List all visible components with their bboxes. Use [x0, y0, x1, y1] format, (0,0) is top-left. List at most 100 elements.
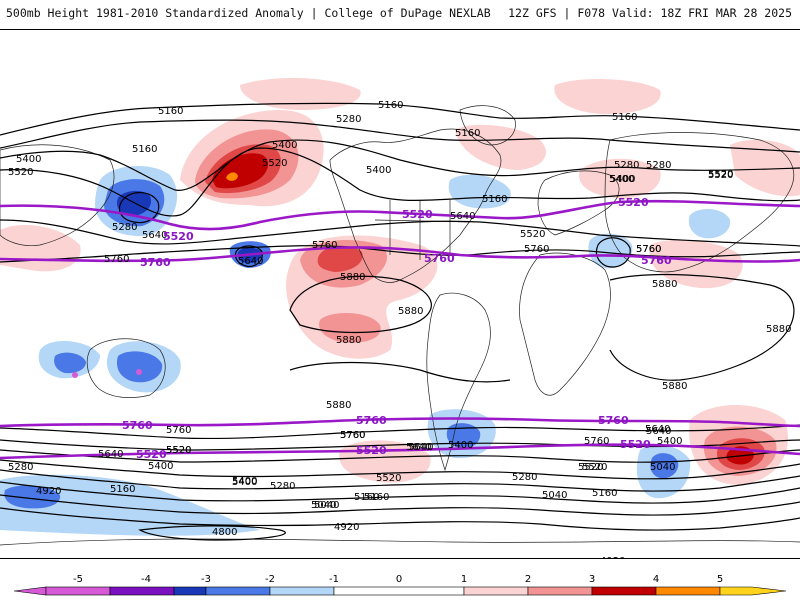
- contour-label: 5400: [609, 174, 634, 185]
- contour-label: 5640: [142, 230, 167, 241]
- contour-4920-south: [0, 507, 800, 531]
- colorbar-swatch-p1: [463, 586, 529, 596]
- contour-label: 5760: [340, 430, 365, 441]
- colorbar-tick: 4: [653, 574, 659, 585]
- thickness-label: 5760: [356, 414, 387, 427]
- contour-label: 5640: [645, 424, 670, 435]
- contour-label: 4800: [212, 527, 237, 538]
- colorbar-swatch-m2b: [205, 586, 271, 596]
- contour-label: 5400: [272, 140, 297, 151]
- contour-label: 5520: [708, 169, 733, 180]
- contour-label: 5160: [592, 488, 617, 499]
- contour-label: 5640: [406, 442, 431, 453]
- contour-label: 5160: [110, 484, 135, 495]
- contour-label: 5280: [512, 472, 537, 483]
- negative-anomaly-antarctic-east-2: [650, 453, 679, 479]
- colorbar-swatch-p4: [655, 586, 721, 596]
- contour-label: 5400: [232, 477, 257, 488]
- contour-5040-south: [0, 494, 800, 516]
- thickness-label: 5760: [140, 256, 171, 269]
- contour-label: 4920: [36, 486, 61, 497]
- contour-label: 5760: [636, 244, 661, 255]
- negative-anomaly-central-asia: [688, 208, 731, 239]
- contour-label: 5880: [766, 324, 791, 335]
- contour-5760-north: [0, 245, 800, 263]
- contour-label: 5520: [582, 462, 607, 473]
- colorbar-tick: -3: [201, 574, 211, 585]
- contour-label: 5040: [311, 500, 336, 511]
- contour-label: 5400: [448, 440, 473, 451]
- contour-5400-north: [0, 139, 800, 191]
- positive-anomaly-north-pacific-core: [226, 172, 238, 181]
- contour-label: 5280: [8, 462, 33, 473]
- positive-anomaly-russia: [554, 78, 661, 115]
- colorbar-end-left: [13, 586, 47, 596]
- contour-label: 5160: [482, 194, 507, 205]
- colorbar-tick: 2: [525, 574, 531, 585]
- contour-label: 5880: [340, 272, 365, 283]
- coastline-north-america: [329, 128, 502, 283]
- colorbar-swatch-m3: [173, 586, 207, 596]
- colorbar-tick: 5: [717, 574, 723, 585]
- contour-labels: 5160 5160 5160 5280 5400 5520 5160 5280 …: [8, 100, 791, 558]
- contour-label: 5640: [408, 442, 433, 453]
- contour-label: 5040: [542, 490, 567, 501]
- contour-low-east-pacific: [234, 245, 263, 267]
- positive-anomaly-north-atlantic: [455, 124, 546, 170]
- coastlines: [0, 105, 800, 546]
- contour-label: 5760: [166, 425, 191, 436]
- colorbar-tick: -2: [265, 574, 275, 585]
- thickness-label: 5760: [424, 252, 455, 265]
- thickness-label: 5760: [122, 419, 153, 432]
- us-borders: [374, 200, 471, 260]
- positive-anomaly-west-pacific: [0, 225, 81, 272]
- contour-5880-south: [289, 361, 511, 383]
- thickness-label: 5520: [163, 230, 194, 243]
- colorbar-swatch-p3: [591, 586, 657, 596]
- contour-label: 5880: [326, 400, 351, 411]
- thickness-label: 5520: [402, 208, 433, 221]
- map-area[interactable]: 5160 5160 5160 5280 5400 5520 5160 5280 …: [0, 29, 800, 559]
- contour-label: 5280: [336, 114, 361, 125]
- colorbar-tick: 1: [461, 574, 467, 585]
- contour-label: 5160: [364, 492, 389, 503]
- contour-label: 5520: [166, 445, 191, 456]
- contour-label: 5400: [657, 436, 682, 447]
- contour-label: 5400: [16, 154, 41, 165]
- negative-anomaly-tropical-pacific-2: [116, 351, 163, 383]
- thickness-label: 5520: [356, 444, 387, 457]
- contour-label: 5520: [578, 462, 603, 473]
- contour-label: 5520: [262, 158, 287, 169]
- positive-anomaly-arctic: [240, 78, 361, 110]
- contour-label: 5640: [238, 256, 263, 267]
- colorbar-tick: 3: [589, 574, 595, 585]
- contour-label: 5520: [708, 170, 733, 181]
- contour-label: 5760: [524, 244, 549, 255]
- contour-label: 5280: [614, 160, 639, 171]
- contour-5880-north: [289, 275, 432, 334]
- colorbar-swatches: [13, 586, 787, 596]
- contour-4800-south: [138, 525, 286, 541]
- negative-anomaly-antarctic-west-2: [4, 485, 61, 509]
- positive-anomaly-pacific-tropics-3: [317, 245, 363, 272]
- coastline-africa: [519, 252, 611, 396]
- negative-anomaly-pacific-dot-2: [136, 369, 142, 375]
- contour-label: 5520: [8, 167, 33, 178]
- contour-label: 5280: [646, 160, 671, 171]
- contour-5400-south: [0, 459, 800, 480]
- contour-label: 5280: [270, 481, 295, 492]
- thickness-5760-south: [0, 417, 800, 428]
- colorbar-ticks: -5 -4 -3 -2 -1 0 1 2 3 4 5: [73, 574, 723, 585]
- colorbar-swatch-m5: [45, 586, 111, 596]
- negative-anomaly-north-america: [448, 174, 511, 209]
- contour-label: 5160: [158, 106, 183, 117]
- positive-anomaly-europe: [579, 158, 661, 199]
- thickness-5520-north: [0, 199, 800, 231]
- contour-label: 5160: [132, 144, 157, 155]
- colorbar-swatch-p2: [527, 586, 593, 596]
- thickness-label: 5520: [620, 438, 651, 451]
- coastline-antarctica: [0, 538, 800, 546]
- contour-label: 5160: [354, 492, 379, 503]
- contour-5160-south: [0, 481, 800, 504]
